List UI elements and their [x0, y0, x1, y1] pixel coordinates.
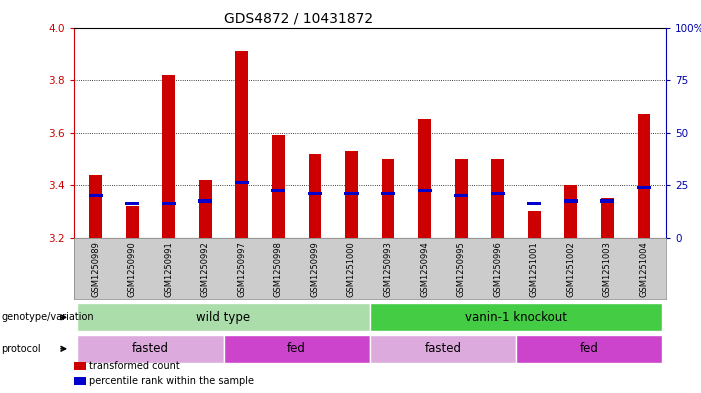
Bar: [418, 119, 431, 238]
Bar: [224, 335, 369, 363]
Bar: [199, 180, 212, 238]
Text: GSM1250999: GSM1250999: [311, 241, 320, 297]
Bar: [89, 174, 102, 238]
Text: GSM1250990: GSM1250990: [128, 241, 137, 297]
Text: transformed count: transformed count: [89, 361, 179, 371]
Bar: [198, 199, 212, 202]
Bar: [601, 199, 615, 202]
Text: GSM1250996: GSM1250996: [494, 241, 502, 297]
Bar: [418, 189, 432, 192]
Bar: [77, 303, 369, 332]
Bar: [564, 185, 578, 238]
Text: GSM1250997: GSM1250997: [238, 241, 246, 297]
Bar: [74, 362, 86, 370]
Bar: [369, 303, 662, 332]
Text: GSM1250992: GSM1250992: [200, 241, 210, 297]
Bar: [88, 194, 102, 197]
Text: fed: fed: [287, 342, 306, 355]
Bar: [491, 159, 504, 238]
Bar: [638, 114, 651, 238]
Text: GSM1251000: GSM1251000: [347, 241, 356, 297]
Text: GSM1250995: GSM1250995: [456, 241, 465, 297]
Bar: [344, 191, 358, 195]
Text: GSM1251001: GSM1251001: [530, 241, 539, 297]
Bar: [455, 159, 468, 238]
Bar: [125, 206, 139, 238]
Text: GSM1251003: GSM1251003: [603, 241, 612, 297]
Bar: [236, 51, 248, 238]
Bar: [528, 211, 540, 238]
Text: GSM1251002: GSM1251002: [566, 241, 576, 297]
Text: wild type: wild type: [196, 311, 250, 324]
Bar: [491, 191, 505, 195]
Bar: [564, 199, 578, 202]
Text: GSM1250989: GSM1250989: [91, 241, 100, 297]
Bar: [527, 202, 541, 205]
Bar: [162, 202, 176, 205]
Text: vanin-1 knockout: vanin-1 knockout: [465, 311, 567, 324]
Text: GSM1251004: GSM1251004: [639, 241, 648, 297]
Text: protocol: protocol: [1, 344, 41, 354]
Bar: [271, 189, 285, 192]
Bar: [381, 191, 395, 195]
Text: GDS4872 / 10431872: GDS4872 / 10431872: [224, 12, 373, 26]
Text: fasted: fasted: [424, 342, 461, 355]
Text: genotype/variation: genotype/variation: [1, 312, 94, 322]
Text: GSM1250994: GSM1250994: [420, 241, 429, 297]
Bar: [162, 75, 175, 238]
Bar: [235, 181, 249, 184]
Text: fed: fed: [580, 342, 599, 355]
Bar: [637, 186, 651, 189]
Bar: [74, 377, 86, 385]
Bar: [601, 198, 614, 238]
Bar: [272, 135, 285, 238]
Text: GSM1250993: GSM1250993: [383, 241, 393, 297]
Bar: [308, 154, 321, 238]
Bar: [454, 194, 468, 197]
Text: percentile rank within the sample: percentile rank within the sample: [89, 376, 254, 386]
Bar: [77, 335, 224, 363]
Text: fasted: fasted: [132, 342, 169, 355]
Text: GSM1250998: GSM1250998: [274, 241, 283, 297]
Text: GSM1250991: GSM1250991: [164, 241, 173, 297]
Bar: [125, 202, 139, 205]
Bar: [345, 151, 358, 238]
Bar: [381, 159, 395, 238]
Bar: [516, 335, 662, 363]
Bar: [308, 191, 322, 195]
Bar: [369, 335, 516, 363]
